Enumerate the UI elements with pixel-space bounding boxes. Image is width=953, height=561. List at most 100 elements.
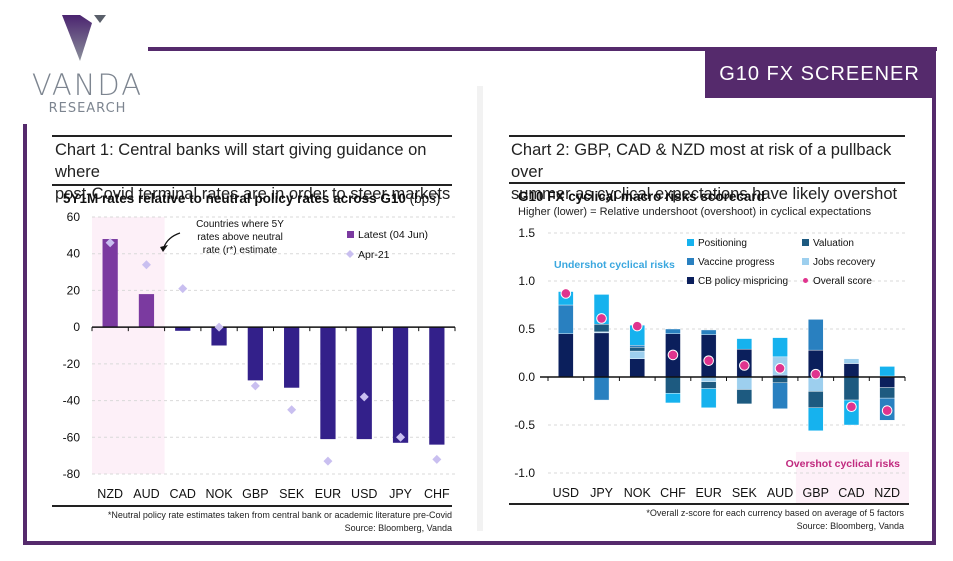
y-tick-label: -0.5 (514, 418, 535, 432)
chart2-subtitle-desc: Higher (lower) = Relative undershoot (ov… (518, 206, 872, 218)
marker-apr21 (141, 260, 151, 270)
overall-score-dot (703, 355, 714, 366)
chart2-plot: 1.5 1.0 0.5 0.0 -0.5 -1.0 USD JPY NOK CHF EUR SEK AU… (514, 226, 909, 503)
y-tick-label: -80 (63, 467, 81, 481)
x-tick-label: EUR (315, 487, 341, 501)
y-tick-label: -60 (63, 430, 81, 444)
chart2-subtitle: G10 FX cyclical macro risks scorecard Hi… (518, 189, 871, 218)
marker-apr21 (178, 284, 188, 294)
chart1-heading-line1: Chart 1: Central banks will start giving… (55, 141, 427, 181)
stack-segment-valuation (736, 389, 753, 405)
undershoot-label: Undershot cyclical risks (554, 259, 675, 271)
y-tick-label: -40 (63, 394, 81, 408)
overall-score-dot (596, 313, 607, 324)
x-tick-label: NOK (206, 487, 234, 501)
chart2-footnote: *Overall z-score for each currency based… (646, 508, 904, 518)
vanda-logo-icon (62, 15, 106, 61)
brand-name: VANDA (31, 68, 144, 102)
x-tick-label: SEK (732, 486, 758, 500)
marker-apr21 (214, 322, 224, 332)
header-rule (148, 47, 937, 51)
stack-segment-vaccine-progress (772, 382, 788, 409)
chart2-heading-rule (509, 182, 905, 184)
y-tick-label: -20 (63, 357, 81, 371)
overall-score-dot (881, 405, 893, 416)
annotation-arrow (163, 232, 181, 248)
chart1-heading-rule (52, 184, 452, 186)
chart2-top-rule (509, 135, 905, 137)
chart2-bottom-rule (509, 503, 909, 505)
stack-segment-valuation (879, 387, 895, 399)
x-tick-label: NOK (624, 486, 652, 500)
x-tick-label: JPY (389, 487, 413, 501)
chart1-notes: *Neutral policy rate estimates taken fro… (52, 509, 452, 535)
stack-segment-vaccine-progress (808, 319, 824, 351)
stack-segment-positioning (772, 337, 788, 358)
x-tick-label: GBP (242, 487, 268, 501)
x-tick-label: NZD (97, 487, 123, 501)
overall-score-dot (846, 401, 857, 413)
stack-segment-positioning (808, 407, 824, 431)
stack-segment-valuation (808, 391, 824, 408)
stack-segment-positioning (700, 388, 717, 408)
x-tick-label: EUR (695, 486, 721, 500)
chart2-heading-line2: summer as cyclical expectations have lik… (511, 185, 898, 203)
x-tick-label: CHF (660, 486, 686, 500)
legend-label-latest: Latest (04 Jun) (358, 229, 428, 241)
overall-score-dot (774, 363, 786, 374)
overall-score-dot (631, 320, 643, 332)
x-tick-label: CHF (424, 487, 450, 501)
bar-latest (320, 327, 336, 440)
bar-latest (138, 294, 155, 328)
highlight-band (795, 451, 909, 503)
bar-latest (356, 327, 372, 440)
y-tick-label: 20 (67, 283, 81, 297)
overshoot-label: Overshot cyclical risks (786, 458, 901, 470)
panel-divider (477, 86, 483, 531)
legend-swatch-apr21 (346, 250, 354, 258)
marker-apr21 (432, 454, 442, 464)
bar-latest (102, 239, 118, 328)
brand-tagline: RESEARCH (48, 101, 127, 116)
x-tick-label: GBP (803, 486, 829, 500)
stack-segment-valuation (772, 376, 788, 383)
chart1-heading: Chart 1: Central banks will start giving… (55, 139, 455, 205)
annotation-text: rate (r*) estimate (203, 245, 278, 256)
chart1-subtitle-unit: (bps) (405, 191, 441, 206)
bar-latest (175, 327, 191, 331)
chart1-subtitle-bold: 5Y1M rates relative to neutral policy ra… (63, 191, 406, 206)
x-tick-label: AUD (767, 486, 793, 500)
y-tick-label: 40 (67, 247, 81, 261)
marker-apr21 (105, 238, 115, 248)
overall-score-dot (739, 360, 750, 371)
chart2-notes: *Overall z-score for each currency based… (509, 507, 904, 533)
stack-segment-positioning (665, 393, 681, 404)
stack-segment-vaccine-progress (665, 328, 681, 335)
legend-label-valuation: Valuation (813, 238, 854, 249)
legend-swatch-vaccine-progress (687, 258, 694, 265)
legend-label-jobs-recovery: Jobs recovery (813, 257, 875, 268)
legend-swatch-jobs-recovery (802, 258, 809, 265)
stack-segment-vaccine-progress (700, 329, 717, 335)
stack-segment-jobs-recovery (629, 350, 645, 359)
stack-segment-jobs-recovery (736, 376, 753, 390)
chart2-heading-line1: Chart 2: GBP, CAD & NZD most at risk of … (511, 141, 892, 181)
chart1-heading-line2: post-Covid terminal rates are in order t… (55, 185, 451, 203)
y-tick-label: 1.5 (518, 226, 535, 240)
stack-segment-cb-policy-mispricing (879, 376, 895, 388)
bar-latest (247, 327, 263, 381)
legend-swatch-positioning (687, 239, 694, 246)
legend-swatch-latest (347, 231, 354, 238)
bar-latest (284, 327, 300, 388)
chart2-subtitle-bold: G10 FX cyclical macro risks scorecard (518, 189, 765, 204)
chart1-footnote: *Neutral policy rate estimates taken fro… (107, 510, 452, 520)
y-tick-label: 0 (73, 320, 80, 334)
stack-segment-cb-policy-mispricing (629, 358, 645, 378)
marker-apr21 (396, 432, 406, 442)
overall-score-dot (810, 368, 822, 380)
chart1-source: Source: Bloomberg, Vanda (344, 523, 452, 533)
x-tick-label: USD (351, 487, 377, 501)
stack-segment-cb-policy-mispricing (558, 333, 574, 378)
x-tick-label: CAD (170, 487, 196, 501)
stack-segment-valuation (629, 347, 645, 352)
